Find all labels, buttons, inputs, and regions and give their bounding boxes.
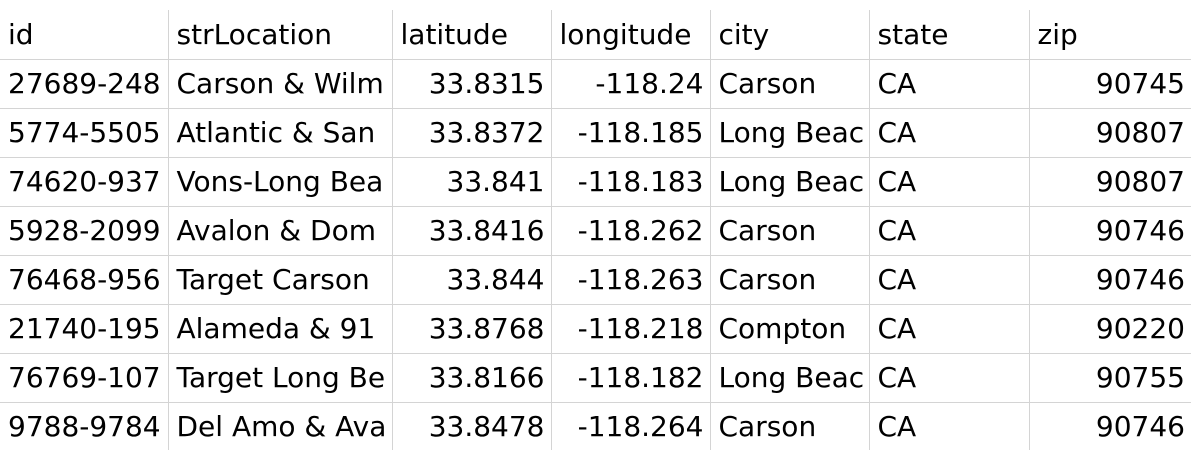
cell-latitude[interactable]: 33.8315 [392,59,552,109]
cell-zip[interactable]: 90746 [1029,206,1191,256]
header-cell-state[interactable]: state [869,10,1030,60]
cell-zip[interactable]: 90746 [1029,255,1191,305]
header-cell-id[interactable]: id [0,10,169,60]
cell-strlocation[interactable]: Del Amo & Ava [168,402,393,450]
table-row: 76769-107 Target Long Be 33.8166 -118.18… [0,353,1191,403]
cell-city[interactable]: Carson [710,59,870,109]
cell-state[interactable]: CA [869,353,1030,403]
table-row: 27689-248 Carson & Wilm 33.8315 -118.24 … [0,59,1191,109]
cell-city[interactable]: Carson [710,206,870,256]
header-cell-latitude[interactable]: latitude [392,10,552,60]
cell-id[interactable]: 27689-248 [0,59,169,109]
spreadsheet-grid: id strLocation latitude longitude city s… [0,10,1191,450]
header-row: id strLocation latitude longitude city s… [0,10,1191,60]
table-row: 76468-956 Target Carson 33.844 -118.263 … [0,255,1191,305]
cell-longitude[interactable]: -118.183 [551,157,711,207]
header-cell-city[interactable]: city [710,10,870,60]
table-row: 21740-195 Alameda & 91 33.8768 -118.218 … [0,304,1191,354]
header-cell-longitude[interactable]: longitude [551,10,711,60]
cell-latitude[interactable]: 33.8416 [392,206,552,256]
cell-longitude[interactable]: -118.185 [551,108,711,158]
cell-longitude[interactable]: -118.263 [551,255,711,305]
cell-longitude[interactable]: -118.262 [551,206,711,256]
cell-state[interactable]: CA [869,255,1030,305]
cell-id[interactable]: 76769-107 [0,353,169,403]
cell-strlocation[interactable]: Atlantic & San [168,108,393,158]
cell-id[interactable]: 9788-9784 [0,402,169,450]
cell-strlocation[interactable]: Alameda & 91 [168,304,393,354]
cell-zip[interactable]: 90807 [1029,108,1191,158]
cell-zip[interactable]: 90220 [1029,304,1191,354]
cell-state[interactable]: CA [869,402,1030,450]
cell-latitude[interactable]: 33.844 [392,255,552,305]
header-cell-strlocation[interactable]: strLocation [168,10,393,60]
cell-state[interactable]: CA [869,206,1030,256]
cell-longitude[interactable]: -118.182 [551,353,711,403]
cell-city[interactable]: Carson [710,255,870,305]
cell-zip[interactable]: 90755 [1029,353,1191,403]
cell-id[interactable]: 5774-5505 [0,108,169,158]
table-row: 5928-2099 Avalon & Dom 33.8416 -118.262 … [0,206,1191,256]
header-cell-zip[interactable]: zip [1029,10,1191,60]
cell-id[interactable]: 21740-195 [0,304,169,354]
cell-strlocation[interactable]: Target Carson [168,255,393,305]
cell-latitude[interactable]: 33.8478 [392,402,552,450]
cell-strlocation[interactable]: Carson & Wilm [168,59,393,109]
cell-longitude[interactable]: -118.264 [551,402,711,450]
cell-state[interactable]: CA [869,157,1030,207]
table-row: 74620-937 Vons-Long Bea 33.841 -118.183 … [0,157,1191,207]
cell-state[interactable]: CA [869,59,1030,109]
cell-latitude[interactable]: 33.8166 [392,353,552,403]
cell-city[interactable]: Compton [710,304,870,354]
cell-zip[interactable]: 90746 [1095,409,1185,443]
cell-state[interactable]: CA [869,304,1030,354]
cell-latitude[interactable]: 33.8768 [392,304,552,354]
cell-city[interactable]: Carson [710,402,870,450]
cell-id[interactable]: 5928-2099 [0,206,169,256]
cell-zip[interactable]: 90807 [1029,157,1191,207]
cell-strlocation[interactable]: Target Long Be [168,353,393,403]
cell-zip[interactable]: 90745 [1029,59,1191,109]
table-row: 5774-5505 Atlantic & San 33.8372 -118.18… [0,108,1191,158]
cell-city[interactable]: Long Beac [710,108,870,158]
cell-latitude[interactable]: 33.841 [392,157,552,207]
cell-city[interactable]: Long Beac [710,157,870,207]
cell-city[interactable]: Long Beac [710,353,870,403]
cell-id[interactable]: 76468-956 [0,255,169,305]
cell-latitude[interactable]: 33.8372 [392,108,552,158]
table-row: 9788-9784 Del Amo & Ava 33.8478 -118.264… [0,402,1191,450]
cell-id[interactable]: 74620-937 [0,157,169,207]
cell-longitude[interactable]: -118.24 [551,59,711,109]
cell-strlocation[interactable]: Avalon & Dom [168,206,393,256]
cell-state[interactable]: CA [869,108,1030,158]
cell-strlocation[interactable]: Vons-Long Bea [168,157,393,207]
cell-longitude[interactable]: -118.218 [551,304,711,354]
